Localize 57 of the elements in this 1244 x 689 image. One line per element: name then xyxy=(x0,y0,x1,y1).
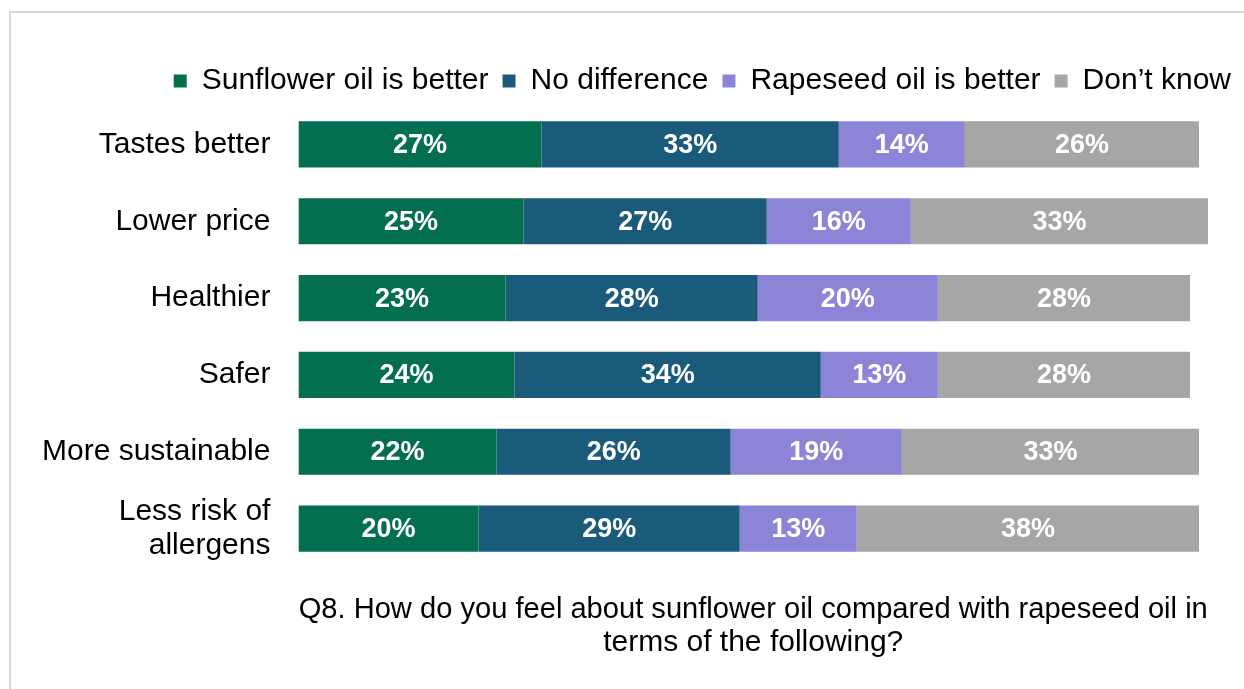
data-label: 33% xyxy=(1032,205,1087,236)
data-label: 28% xyxy=(604,282,659,313)
bar xyxy=(298,351,515,398)
bar xyxy=(298,198,524,245)
data-label: 34% xyxy=(640,359,695,390)
bar xyxy=(541,121,839,168)
data-label: 13% xyxy=(771,513,826,544)
y-tick-label: Tastes better xyxy=(98,125,271,159)
data-label: 33% xyxy=(663,128,718,159)
legend-label: Rapeseed oil is better xyxy=(750,62,1041,96)
data-label: 26% xyxy=(586,436,641,467)
data-label: 28% xyxy=(1036,359,1091,390)
bar xyxy=(838,121,965,168)
data-label: 27% xyxy=(393,128,448,159)
data-label: 33% xyxy=(1023,436,1078,467)
legend-label: Don’t know xyxy=(1082,62,1232,96)
data-label: 19% xyxy=(789,436,844,467)
y-tick-label: More sustainable xyxy=(41,433,271,467)
data-label: 28% xyxy=(1036,282,1091,313)
data-label: 38% xyxy=(1000,513,1055,544)
data-label: 14% xyxy=(874,128,929,159)
bar xyxy=(910,198,1208,245)
y-tick-label: Safer xyxy=(198,356,271,390)
bar xyxy=(298,121,542,168)
bar xyxy=(298,505,479,552)
y-tick-label: Lower price xyxy=(115,202,271,236)
data-label: 29% xyxy=(582,513,637,544)
bar xyxy=(964,121,1199,168)
bar xyxy=(298,428,497,475)
bar xyxy=(937,351,1190,398)
data-label: 26% xyxy=(1054,128,1109,159)
data-label: 24% xyxy=(379,359,434,390)
bar xyxy=(496,428,731,475)
bar xyxy=(514,351,821,398)
bar xyxy=(856,505,1199,552)
legend-label: No difference xyxy=(530,62,709,96)
data-label: 23% xyxy=(375,282,430,313)
bar xyxy=(766,198,911,245)
data-label: 22% xyxy=(370,436,425,467)
bar xyxy=(901,428,1199,475)
bar xyxy=(298,275,506,322)
data-label: 20% xyxy=(820,282,875,313)
bar xyxy=(730,428,902,475)
data-label: 27% xyxy=(618,205,673,236)
data-label: 25% xyxy=(384,205,439,236)
y-tick-label: Healthier xyxy=(150,279,271,313)
data-label: 16% xyxy=(811,205,866,236)
data-label: 13% xyxy=(852,359,907,390)
bar xyxy=(523,198,767,245)
bar xyxy=(937,275,1190,322)
y-tick-label: Less risk of allergens xyxy=(118,493,272,560)
legend-label: Sunflower oil is better xyxy=(201,62,489,96)
data-label: 20% xyxy=(361,513,416,544)
bar xyxy=(505,275,758,322)
x-axis-title: Q8. How do you feel about sunflower oil compared with rapeseed oil in terms of the following? xyxy=(298,590,1208,657)
bar xyxy=(757,275,938,322)
bar xyxy=(478,505,740,552)
